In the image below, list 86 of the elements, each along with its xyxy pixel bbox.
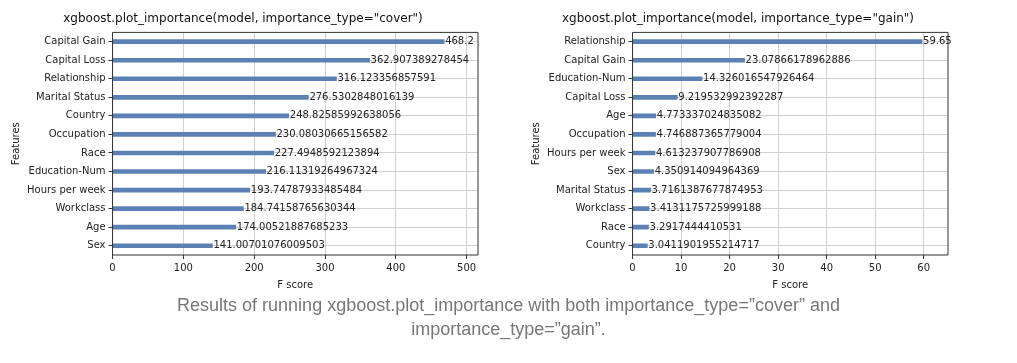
data-label: 193.74787933485484	[250, 183, 363, 195]
y-tick-label: Occupation	[48, 128, 106, 140]
data-label: 4.746887365779004	[656, 128, 762, 140]
y-tick-label: Marital Status	[556, 183, 626, 195]
y-tick-label: Capital Loss	[45, 53, 106, 65]
chart-title: xgboost.plot_importance(model, importance_type="gain")	[561, 11, 915, 26]
y-tick-label: Relationship	[564, 35, 626, 47]
data-label: 184.74158765630344	[244, 202, 356, 214]
data-label: 468.2	[445, 35, 474, 47]
data-label: 3.7161387677874953	[651, 183, 763, 195]
x-tick-label: 20	[723, 261, 736, 273]
x-tick-label: 30	[771, 261, 785, 273]
y-tick-label: Workclass	[55, 202, 106, 214]
x-tick-label: 10	[674, 261, 688, 273]
y-tick-label: Race	[81, 146, 106, 158]
x-tick-label: 100	[173, 261, 193, 273]
x-tick-label: 60	[917, 261, 931, 273]
y-tick-label: Age	[606, 109, 626, 121]
data-label: 141.00701076009503	[213, 239, 325, 251]
y-tick-label: Hours per week	[26, 183, 106, 195]
y-tick-label: Capital Gain	[44, 35, 106, 47]
bar	[112, 57, 370, 63]
x-tick-label: 400	[386, 261, 406, 273]
y-tick-label: Relationship	[44, 72, 106, 84]
bar	[632, 224, 649, 230]
data-label: 362.907389278454	[370, 53, 470, 65]
x-tick-label: 0	[109, 261, 116, 273]
bar	[632, 76, 703, 82]
y-tick-label: Hours per week	[546, 146, 626, 158]
bar	[112, 224, 237, 230]
x-axis-title: F score	[772, 278, 809, 290]
y-axis-title: Features	[529, 122, 541, 166]
x-tick-label: 0	[629, 261, 636, 273]
x-tick-label: 40	[820, 261, 834, 273]
data-label: 230.08030665156582	[276, 128, 388, 140]
bar	[632, 57, 745, 63]
y-tick-label: Race	[601, 220, 626, 232]
x-tick-label: 300	[315, 261, 335, 273]
bar	[112, 132, 276, 137]
x-axis-title: F score	[277, 278, 314, 290]
bar	[112, 206, 244, 211]
chart-title: xgboost.plot_importance(model, importance_type="cover")	[63, 11, 423, 26]
data-label: 3.4131175725999188	[650, 202, 762, 214]
y-tick-label: Marital Status	[36, 90, 106, 102]
bar	[112, 95, 309, 100]
data-label: 174.00521887685233	[236, 220, 349, 232]
y-tick-label: Workclass	[575, 202, 626, 214]
bar	[632, 95, 678, 100]
data-label: 59.65	[923, 35, 952, 47]
y-tick-label: Capital Loss	[565, 90, 626, 102]
data-label: 9.219532992392287	[678, 90, 784, 102]
y-tick-label: Education-Num	[548, 72, 626, 84]
data-label: 14.326016547926464	[703, 72, 815, 84]
y-tick-label: Capital Gain	[564, 53, 626, 65]
y-axis-title: Features	[9, 122, 21, 166]
data-label: 4.350914094964369	[654, 165, 760, 177]
data-label: 4.773337024835082	[656, 109, 762, 121]
x-tick-label: 200	[244, 261, 264, 273]
data-label: 4.613237907786908	[655, 146, 761, 158]
data-label: 23.07866178962886	[745, 53, 851, 65]
data-label: 216.11319264967324	[266, 165, 378, 177]
x-tick-label: 50	[868, 261, 882, 273]
y-tick-label: Sex	[607, 165, 626, 177]
data-label: 3.2917444410531	[649, 220, 742, 232]
y-tick-label: Education-Num	[28, 165, 106, 177]
bar	[112, 243, 213, 249]
bar	[112, 169, 266, 174]
bar	[632, 39, 923, 45]
y-tick-label: Country	[585, 239, 626, 251]
text: Results of running xgboost.plot_importance with both importance_type=”cover” and importance_type=”gain”.	[176, 294, 841, 341]
bar	[632, 132, 656, 137]
y-tick-label: Country	[65, 109, 106, 121]
data-label: 248.82585992638056	[289, 109, 402, 121]
bar	[632, 169, 654, 174]
bar	[632, 206, 650, 211]
bar	[632, 243, 648, 249]
data-label: 316.123356857591	[337, 72, 437, 84]
y-tick-label: Sex	[87, 239, 106, 251]
data-label: 227.4948592123894	[274, 146, 380, 158]
x-tick-label: 500	[457, 261, 477, 273]
data-label: 3.0411901955214717	[648, 239, 760, 251]
bar	[112, 76, 337, 82]
y-tick-label: Age	[86, 220, 106, 232]
y-tick-label: Occupation	[568, 128, 626, 140]
data-label: 276.5302848016139	[309, 90, 415, 102]
bar	[112, 39, 445, 45]
